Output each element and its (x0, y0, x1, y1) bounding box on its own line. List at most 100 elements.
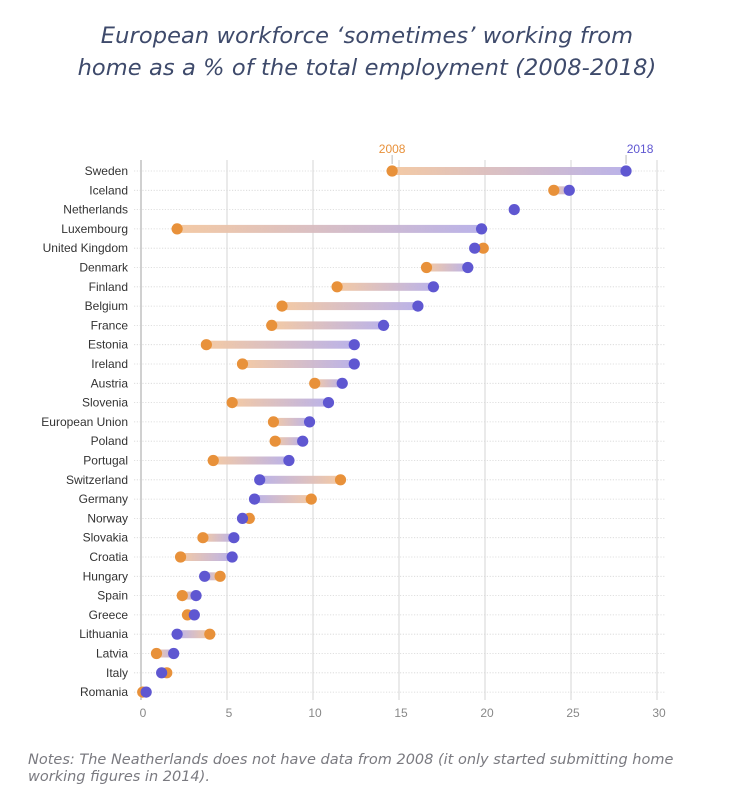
point-2008 (334, 474, 347, 486)
point-2018 (508, 204, 520, 216)
category-label: Poland (91, 434, 128, 448)
grid-layer: 0 5 10 15 20 25 30 (140, 160, 666, 720)
point-2018 (563, 184, 575, 196)
point-2018 (236, 512, 249, 525)
point-2018 (283, 454, 295, 467)
category-label: Finland (89, 280, 128, 294)
category-label: France (91, 318, 129, 332)
category-label: Luxembourg (61, 222, 128, 236)
point-2008 (331, 281, 343, 293)
bar-layer (142, 167, 627, 697)
point-2018 (226, 551, 238, 563)
dumbbell-chart: 0 5 10 15 20 25 30 Sweden Iceland Netherlands Lux… (41, 142, 666, 720)
point-2008 (548, 184, 560, 196)
legend-layer: 2008 2018 (379, 142, 654, 164)
x-tick-label: 10 (308, 706, 322, 720)
category-label: Estonia (88, 338, 128, 352)
point-2018 (254, 474, 266, 486)
category-label: Spain (97, 589, 128, 603)
category-label: Germany (79, 492, 128, 506)
point-2018 (336, 377, 348, 389)
category-label: Norway (87, 511, 128, 525)
point-2008 (305, 493, 317, 505)
dumbbell-bar (182, 591, 197, 600)
dumbbell-bar (553, 186, 570, 195)
point-2008 (276, 300, 288, 312)
x-tick-label: 15 (394, 706, 408, 720)
dumbbell-bar (242, 360, 355, 368)
category-label: Switzerland (66, 473, 128, 487)
point-2008 (174, 551, 187, 563)
category-label: Slovenia (82, 396, 128, 410)
point-2018 (462, 261, 474, 274)
chart-title: European workforce ‘sometimes’ working f… (0, 20, 734, 84)
point-2018 (156, 667, 168, 679)
dumbbell-bar (202, 533, 234, 542)
dumbbell-bar (314, 379, 343, 388)
point-2018 (303, 416, 316, 428)
point-2018 (427, 281, 439, 293)
point-2008 (386, 165, 398, 177)
dumbbell-bar (177, 630, 210, 639)
point-2018 (168, 647, 180, 660)
x-tick-label: 5 (226, 706, 233, 720)
dumbbell-bar (254, 495, 312, 504)
x-tick-label: 20 (480, 706, 494, 720)
dumbbell-bar (156, 649, 174, 658)
point-2018 (199, 570, 211, 582)
category-label: Portugal (83, 454, 128, 468)
point-2008 (477, 242, 489, 254)
dot-layer (137, 165, 632, 698)
dumbbell-bar (273, 417, 310, 426)
point-2008 (204, 628, 216, 640)
dumbbell-bar (282, 302, 418, 311)
dumbbell-bar (206, 340, 355, 349)
dumbbell-bar (426, 263, 468, 272)
point-2018 (475, 223, 488, 235)
point-2008 (267, 416, 280, 428)
point-2018 (140, 686, 152, 698)
point-2018 (348, 358, 360, 370)
category-label: Austria (91, 376, 129, 390)
category-label: Hungary (83, 569, 128, 583)
point-2018 (348, 339, 360, 351)
point-2008 (200, 339, 212, 351)
dumbbell-bar (232, 398, 329, 407)
category-label: European Union (41, 415, 128, 429)
dumbbell-bar (271, 321, 384, 330)
point-2018 (171, 628, 183, 640)
category-label: Netherlands (63, 203, 128, 217)
point-2018 (377, 319, 390, 331)
dumbbell-bar (259, 475, 341, 484)
dumbbell-bar (213, 456, 289, 465)
point-2008 (150, 647, 163, 660)
point-2008 (171, 223, 183, 235)
dumbbell-bar (180, 553, 233, 561)
legend-label-2018: 2018 (627, 142, 654, 156)
point-2008 (207, 454, 219, 467)
category-label: Sweden (85, 164, 128, 178)
point-2018 (188, 609, 200, 621)
point-2008 (309, 377, 321, 389)
x-tick-label: 25 (566, 706, 580, 720)
point-2018 (228, 532, 240, 544)
category-label: Greece (89, 608, 129, 622)
point-2008 (269, 435, 281, 447)
point-2018 (297, 435, 309, 447)
category-label: Slovakia (83, 531, 129, 545)
dumbbell-bar (177, 224, 482, 233)
category-label: Lithuania (79, 627, 128, 641)
point-2018 (620, 165, 632, 177)
chart-title-line-1: European workforce ‘sometimes’ working f… (100, 23, 634, 49)
category-label: Ireland (91, 357, 128, 371)
category-label: Romania (80, 685, 128, 699)
x-tick-label: 30 (652, 706, 666, 720)
point-2008 (266, 319, 278, 331)
category-label: Denmark (79, 261, 129, 275)
point-2018 (248, 493, 261, 505)
category-label: Iceland (89, 183, 128, 197)
point-2008 (226, 397, 238, 409)
point-2008 (236, 358, 249, 370)
point-2018 (322, 397, 335, 409)
category-label: Latvia (96, 647, 128, 661)
